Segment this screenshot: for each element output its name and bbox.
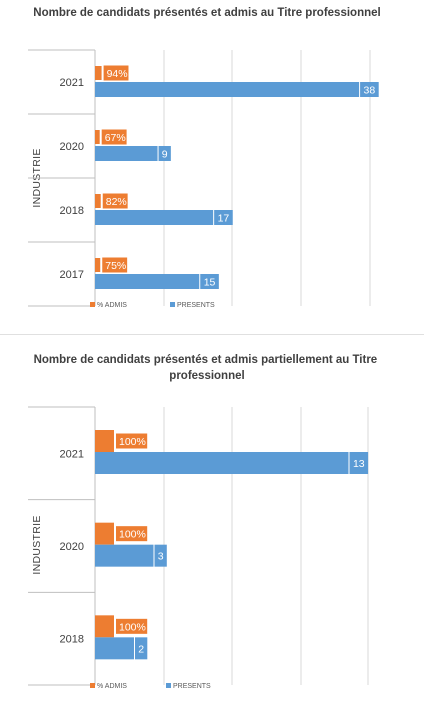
legend-swatch-presents bbox=[170, 302, 175, 307]
data-label-admis: 100% bbox=[119, 529, 146, 541]
data-label-bg-admis bbox=[102, 193, 128, 209]
data-label-admis: 100% bbox=[119, 621, 146, 633]
legend-swatch-admis bbox=[90, 683, 95, 688]
data-label-admis: 94% bbox=[107, 68, 128, 80]
chart-presents-admis-partiellement: Nombre de candidats présentés et admis p… bbox=[28, 354, 381, 690]
data-label-bg-presents bbox=[360, 82, 379, 97]
category-label: 2017 bbox=[60, 269, 84, 281]
data-label-presents: 9 bbox=[162, 149, 168, 161]
data-label-bg-admis bbox=[101, 129, 127, 145]
data-label-bg-presents bbox=[349, 452, 369, 474]
data-label-presents: 17 bbox=[218, 213, 230, 225]
bar-admis bbox=[95, 430, 114, 452]
data-label-bg-presents bbox=[158, 146, 171, 161]
bar-admis bbox=[95, 66, 102, 80]
y-axis-label: INDUSTRIE bbox=[31, 515, 43, 574]
data-label-bg-presents bbox=[200, 274, 219, 289]
data-label-admis: 67% bbox=[105, 132, 126, 144]
data-label-presents: 15 bbox=[204, 277, 216, 289]
category-label: 2020 bbox=[60, 541, 84, 553]
chart-presents-admis: Nombre de candidats présentés et admis a… bbox=[28, 7, 381, 309]
data-label-bg-presents bbox=[154, 544, 167, 567]
bar-presents bbox=[95, 210, 214, 225]
bar-presents bbox=[95, 544, 154, 567]
section-divider bbox=[0, 334, 424, 335]
legend-label-presents: PRESENTS bbox=[173, 683, 211, 690]
category-label: 2021 bbox=[60, 448, 84, 460]
data-label-presents: 2 bbox=[138, 643, 144, 655]
bar-admis bbox=[95, 615, 114, 638]
data-label-bg-presents bbox=[135, 637, 148, 660]
bar-admis bbox=[95, 130, 100, 144]
legend-swatch-presents bbox=[166, 683, 171, 688]
bar-presents bbox=[95, 637, 134, 660]
legend-label-presents: PRESENTS bbox=[177, 302, 215, 309]
bar-presents bbox=[95, 274, 200, 289]
data-label-bg-admis bbox=[102, 257, 128, 273]
legend-label-admis: % ADMIS bbox=[97, 302, 127, 309]
data-label-bg-admis bbox=[103, 65, 129, 81]
category-label: 2018 bbox=[60, 634, 84, 646]
data-label-admis: 82% bbox=[106, 196, 127, 208]
bar-presents bbox=[95, 452, 349, 474]
category-label: 2018 bbox=[60, 205, 84, 217]
legend-swatch-admis bbox=[90, 302, 95, 307]
data-label-bg-admis bbox=[116, 433, 148, 449]
data-label-presents: 38 bbox=[364, 85, 376, 97]
data-label-bg-admis bbox=[116, 618, 148, 634]
chart-title: Nombre de candidats présentés et admis a… bbox=[33, 7, 380, 19]
bar-admis bbox=[95, 194, 101, 208]
legend-label-admis: % ADMIS bbox=[97, 683, 127, 690]
data-label-presents: 13 bbox=[353, 458, 365, 470]
bar-presents bbox=[95, 82, 360, 97]
data-label-admis: 75% bbox=[105, 260, 126, 272]
category-label: 2020 bbox=[60, 141, 84, 153]
bar-admis bbox=[95, 522, 114, 545]
bar-presents bbox=[95, 146, 158, 161]
chart-title: Nombre de candidats présentés et admis p… bbox=[34, 354, 381, 382]
data-label-bg-admis bbox=[116, 526, 148, 542]
data-label-admis: 100% bbox=[119, 436, 146, 448]
category-label: 2021 bbox=[60, 77, 84, 89]
bar-admis bbox=[95, 258, 101, 272]
data-label-bg-presents bbox=[214, 210, 233, 225]
data-label-presents: 3 bbox=[158, 551, 164, 563]
